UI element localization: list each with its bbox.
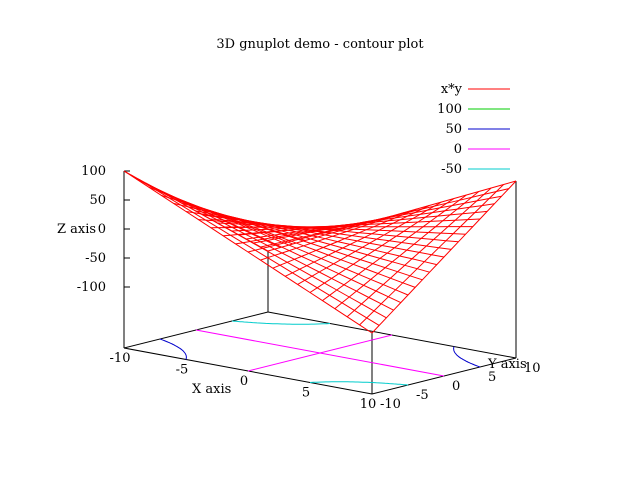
surface-line-x: [297, 201, 442, 285]
surface-line-x: [284, 205, 430, 277]
z-tick-label: 0: [98, 222, 106, 237]
surface-line-x: [322, 194, 467, 302]
z-tick-label: -50: [85, 251, 106, 266]
x-tick-label: 10: [360, 397, 377, 412]
surface-line-y: [203, 214, 452, 250]
legend-label: 50: [445, 122, 462, 137]
surface-line-y: [195, 210, 445, 258]
surface-line-x: [359, 184, 504, 326]
x-tick-label: -10: [110, 351, 131, 366]
surface-line-y: [210, 218, 459, 243]
y-tick-label: -10: [380, 397, 401, 412]
contour-line: [195, 329, 393, 354]
contour-line: [159, 338, 187, 360]
x-tick-label: 0: [240, 374, 248, 389]
surface-mesh: [123, 170, 517, 334]
y-axis-label: Y axis: [487, 357, 527, 372]
legend-label: x*y: [441, 82, 463, 97]
surface-line-y: [217, 222, 466, 235]
contour-line: [231, 320, 331, 325]
contour-line: [309, 381, 409, 386]
surface-line-x: [346, 187, 492, 318]
contour-line: [247, 352, 445, 377]
y-tick-label: 0: [452, 379, 460, 394]
surface-line-x: [309, 198, 455, 293]
z-axis-label: Z axis: [57, 222, 96, 237]
z-tick-label: 50: [89, 193, 106, 208]
contour-lines: [159, 320, 481, 386]
x-axis-label: X axis: [192, 382, 231, 397]
surface-line-y: [267, 180, 517, 252]
z-tick-label: -100: [77, 280, 106, 295]
y-tick-label: 5: [488, 370, 496, 385]
legend-label: 100: [437, 102, 462, 117]
legend: x*y 100 50 0 -50: [437, 82, 510, 177]
surface-line-x: [272, 208, 417, 269]
legend-label: -50: [441, 162, 462, 177]
y-tick-label: 10: [524, 361, 541, 376]
legend-label: 0: [454, 142, 462, 157]
y-tick-label: -5: [416, 388, 429, 403]
surface-line-x: [371, 180, 517, 334]
contour-line: [453, 346, 481, 368]
x-tick-label: 5: [302, 386, 310, 401]
surface-line-x: [334, 191, 480, 310]
z-tick-label: 100: [81, 164, 106, 179]
x-tick-label: -5: [176, 363, 189, 378]
chart-title: 3D gnuplot demo - contour plot: [216, 37, 424, 52]
base-axes: [123, 170, 517, 395]
